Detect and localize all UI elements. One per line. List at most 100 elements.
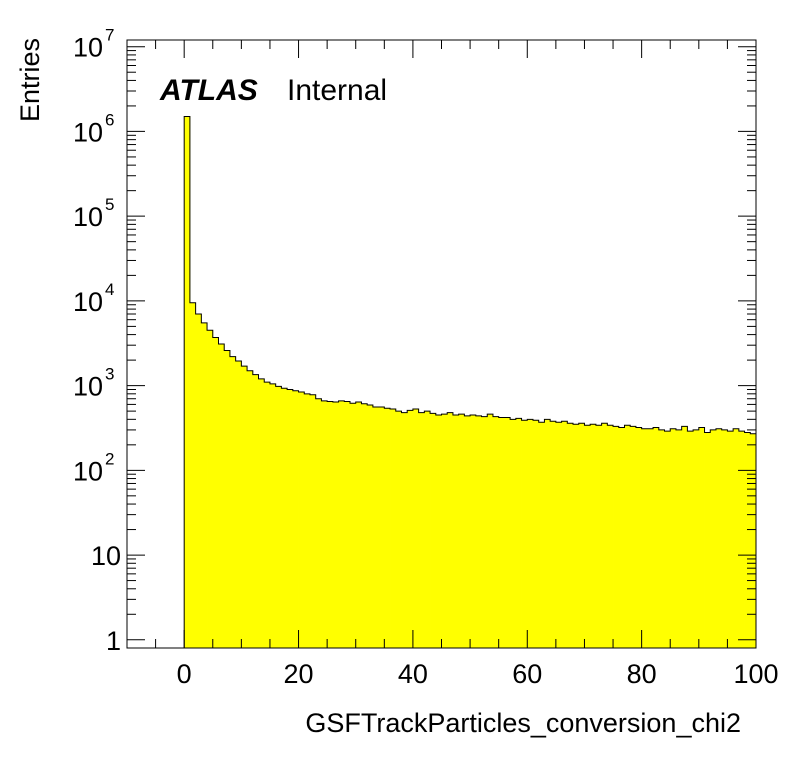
histogram-bin xyxy=(247,370,254,648)
plot-frame xyxy=(126,39,757,649)
histogram-bin xyxy=(269,383,277,648)
histogram-bin xyxy=(367,405,374,648)
histogram-bin xyxy=(670,428,677,648)
histogram-bin xyxy=(733,428,740,648)
histogram-bin xyxy=(281,388,288,648)
histogram-bin xyxy=(578,423,585,648)
histogram-bin xyxy=(252,374,259,648)
histogram-bin xyxy=(309,394,317,648)
histogram-bin xyxy=(555,422,562,648)
x-tick-label: 80 xyxy=(627,659,657,689)
histogram-bin xyxy=(653,427,660,648)
histogram-bin xyxy=(561,421,568,648)
histogram-bin xyxy=(693,429,700,648)
histogram-bin xyxy=(418,412,425,648)
histogram-bin xyxy=(521,420,528,648)
histogram-bin xyxy=(458,414,465,648)
histogram-bin xyxy=(573,424,580,648)
histogram-bin xyxy=(407,410,414,648)
y-tick-exponent: 3 xyxy=(105,365,114,384)
y-tick-exponent: 7 xyxy=(105,26,114,45)
histogram-bin xyxy=(595,425,603,648)
histogram-bin xyxy=(212,337,219,648)
histogram-bin xyxy=(618,427,625,648)
histogram-outline-layer xyxy=(183,116,756,648)
y-tick-label: 10 xyxy=(73,287,103,317)
x-tick-label: 60 xyxy=(512,659,542,689)
y-tick-exponent: 2 xyxy=(105,449,114,468)
histogram-bin xyxy=(647,428,654,648)
histogram-bin xyxy=(744,432,751,648)
histogram-bin xyxy=(664,431,671,648)
histogram-bin xyxy=(390,408,397,648)
histogram-bin xyxy=(544,419,551,648)
histogram-bin xyxy=(430,413,437,648)
histogram-bin xyxy=(292,390,299,648)
y-tick-label: 10 xyxy=(73,202,103,232)
histogram-bin xyxy=(538,422,545,648)
y-tick-label: 10 xyxy=(73,372,103,402)
histogram-bin xyxy=(435,414,442,648)
y-tick-label: 1 xyxy=(106,626,121,656)
y-axis-title: Entries xyxy=(15,38,45,122)
histogram-bin xyxy=(195,314,202,648)
histogram-bin xyxy=(727,431,734,648)
histogram-bin xyxy=(624,425,631,648)
histogram-bin xyxy=(264,382,271,648)
histogram-bin xyxy=(698,427,705,648)
histogram-bin xyxy=(515,418,522,648)
histogram-bin xyxy=(601,423,608,648)
histogram-bin xyxy=(401,412,408,648)
y-tick-label: 10 xyxy=(73,117,103,147)
histogram-bin xyxy=(338,400,345,648)
histogram-bin xyxy=(721,429,728,648)
histogram-bin xyxy=(384,408,391,648)
histogram-outline xyxy=(183,116,756,648)
histogram-bin xyxy=(475,415,482,648)
y-tick-label: 10 xyxy=(73,456,103,486)
histogram-bin xyxy=(532,420,540,648)
histogram-bin xyxy=(710,429,717,648)
histogram-bin xyxy=(275,386,282,648)
histogram-bin xyxy=(738,431,745,648)
histogram-bin xyxy=(412,408,420,648)
histogram-bin xyxy=(630,426,637,648)
histogram-bin xyxy=(487,414,494,648)
histogram-bin xyxy=(344,401,351,648)
histogram-bin xyxy=(447,412,454,648)
histogram-bin xyxy=(498,417,505,648)
histogram-bin xyxy=(613,426,620,648)
histogram-bin xyxy=(584,425,591,648)
histogram-bin xyxy=(527,419,534,648)
y-tick-exponent: 4 xyxy=(105,280,114,299)
x-tick-label: 40 xyxy=(398,659,428,689)
internal-label: Internal xyxy=(287,74,387,107)
histogram-bin xyxy=(635,427,643,648)
axis-ticks xyxy=(126,40,757,648)
histogram-bin xyxy=(327,401,334,648)
histogram-bin xyxy=(350,403,357,648)
histogram-bin xyxy=(567,423,574,648)
histogram-bin xyxy=(590,424,597,648)
histogram-bin xyxy=(332,402,339,648)
x-tick-label: 0 xyxy=(177,659,192,689)
histogram-bin xyxy=(658,429,665,648)
histogram-bin xyxy=(201,322,208,648)
histogram-bin xyxy=(241,366,248,648)
histogram-bin xyxy=(258,378,265,648)
histogram-bin xyxy=(287,389,294,648)
histogram-bin xyxy=(395,411,402,648)
histogram-bin xyxy=(464,415,471,648)
histogram-bin xyxy=(510,419,517,648)
histogram-bin xyxy=(470,414,477,648)
histogram-bin xyxy=(321,400,328,648)
y-tick-label: 10 xyxy=(91,541,121,571)
y-tick-label: 10 xyxy=(73,33,103,63)
histogram-bin xyxy=(298,392,305,648)
atlas-label: ATLAS xyxy=(159,74,258,107)
histogram-bin xyxy=(452,414,460,648)
histogram-bin xyxy=(687,431,694,648)
histogram-bin xyxy=(675,429,683,648)
